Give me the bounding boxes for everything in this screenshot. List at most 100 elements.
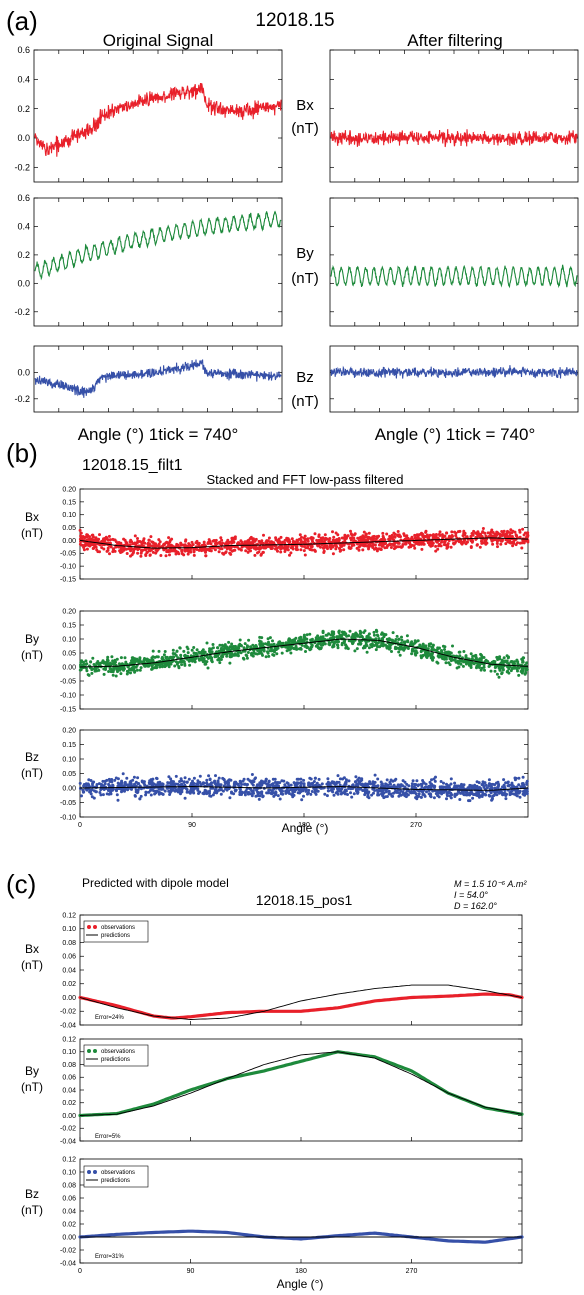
b-bz-point <box>152 789 156 793</box>
b-bx-point <box>465 540 469 544</box>
b-bz-point <box>211 786 215 790</box>
b-bx-point <box>295 538 299 542</box>
b-bx-point <box>346 534 350 538</box>
b-by-point <box>206 666 210 670</box>
b-by-point <box>310 643 314 647</box>
b-by-point <box>155 655 159 659</box>
b-bx-point <box>454 534 458 538</box>
b-bz-point <box>412 785 416 789</box>
b-bx-point <box>364 532 368 536</box>
b-bx-point <box>507 530 510 534</box>
b-bz-point <box>449 791 453 795</box>
c-bx-ytick-label: 0.08 <box>62 940 76 947</box>
b-by-point <box>244 653 248 657</box>
b-bz-point <box>313 776 317 780</box>
b-bz-point <box>475 791 479 795</box>
b-bz-point <box>292 781 296 785</box>
b-by-point <box>359 642 363 645</box>
b-bz-point <box>113 778 117 782</box>
b-bz-point <box>158 780 162 784</box>
b-bx-ytick-label: 0.00 <box>62 538 76 545</box>
b-by-point <box>498 668 502 672</box>
b-bz-point <box>419 795 423 799</box>
c-bx-ytick-label: 0.02 <box>62 981 76 988</box>
b-bx-point <box>390 533 394 537</box>
b-by-point <box>275 652 279 656</box>
b-bx-point <box>511 544 515 548</box>
b-bx-point <box>498 534 502 538</box>
b-bx-point <box>324 544 328 548</box>
b-bz-point <box>460 784 463 788</box>
b-bz-point <box>221 789 225 793</box>
b-bx-point <box>396 530 400 533</box>
b-bz-point <box>434 775 437 779</box>
b-bx-point <box>390 537 394 540</box>
b-bx-point <box>342 548 346 552</box>
b-bz-point <box>99 793 103 797</box>
b-bz-point <box>227 781 231 785</box>
b-bz-point <box>136 776 140 780</box>
b-bz-point <box>350 795 354 799</box>
b-by-point <box>80 663 84 667</box>
b-by-point <box>305 646 309 650</box>
b-bx-point <box>168 553 171 557</box>
b-by-point <box>203 659 207 663</box>
b-by-point <box>110 655 114 659</box>
b-by-point <box>221 652 225 656</box>
b-bz-ytick-label: -0.05 <box>60 800 76 807</box>
b-by-point <box>280 651 284 655</box>
b-bz-point <box>441 786 445 790</box>
b-by-point <box>467 662 471 666</box>
b-bx-point <box>302 549 306 553</box>
b-by-point <box>375 630 379 633</box>
b-bx-ytick-label: 0.05 <box>62 525 76 532</box>
b-bz-point <box>433 784 437 788</box>
b-bz-point <box>88 785 92 789</box>
b-bz-point <box>207 774 211 778</box>
b-bx-point <box>303 538 307 542</box>
b-bx-point <box>322 551 326 554</box>
b-by-point <box>173 664 177 668</box>
b-bx-point <box>328 537 332 540</box>
b-bx-point <box>518 530 522 534</box>
b-bz-point <box>302 794 305 798</box>
b-by-point <box>516 660 520 664</box>
b-bz-ytick-label: -0.10 <box>60 814 76 821</box>
panel-b-label: (b) <box>6 438 38 468</box>
panel-b-bz-label: Bz <box>25 750 39 764</box>
b-bx-point <box>367 531 371 535</box>
b-bx-point <box>369 536 373 540</box>
b-bx-point <box>427 535 431 539</box>
b-bz-point <box>134 780 138 784</box>
b-bz-point <box>519 785 523 789</box>
b-bz-point <box>251 791 254 795</box>
b-bx-point <box>170 549 174 553</box>
b-by-point <box>171 648 175 652</box>
a-filt-bz-signal <box>330 365 578 379</box>
b-by-point <box>436 646 440 650</box>
b-bz-point <box>306 792 309 796</box>
b-bz-point <box>326 789 330 793</box>
b-bz-point <box>356 782 360 786</box>
b-bx-point <box>390 542 394 546</box>
b-bz-point <box>111 788 114 791</box>
b-bx-point <box>343 533 347 537</box>
b-bx-point <box>442 543 446 547</box>
b-bz-point <box>280 779 284 783</box>
b-bz-point <box>243 793 247 797</box>
b-bx-point <box>249 535 253 539</box>
b-by-point <box>300 643 304 647</box>
b-bz-point <box>431 789 435 793</box>
b-bx-point <box>398 545 402 549</box>
b-bz-point <box>421 793 425 796</box>
b-by-point <box>218 661 222 665</box>
panel-c-bx-label: Bx <box>25 942 39 956</box>
b-by-point <box>177 666 181 670</box>
b-bx-point <box>415 533 419 537</box>
b-bz-point <box>297 777 301 781</box>
b-bx-ytick-label: -0.05 <box>60 551 76 558</box>
b-by-point <box>216 646 220 650</box>
b-by-point <box>512 666 516 670</box>
b-by-point <box>195 653 199 657</box>
b-bz-point <box>481 793 485 797</box>
